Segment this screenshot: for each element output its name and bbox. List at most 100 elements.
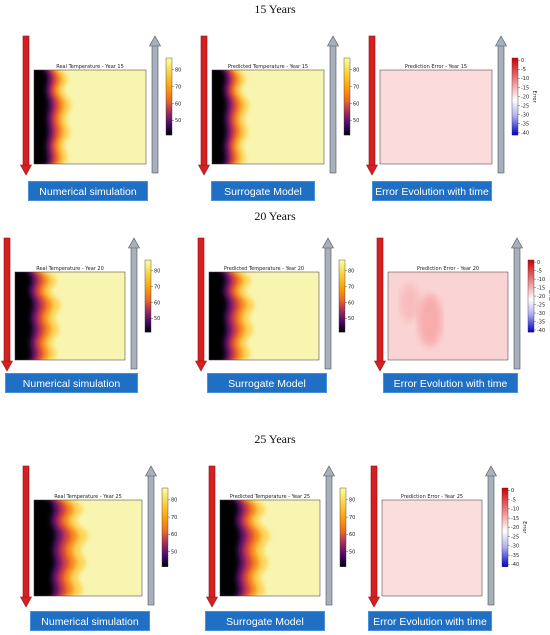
panel-caption: Error Evolution with time (368, 611, 492, 631)
colorbar-tick-label: -40 (511, 562, 519, 568)
panel-caption: Surrogate Model (207, 373, 327, 393)
colorbar-tick-label: -5 (521, 67, 526, 73)
production-arrow (322, 465, 336, 606)
panel-caption: Numerical simulation (28, 181, 148, 201)
colorbar-tick-label: -40 (521, 131, 529, 137)
production-arrow (321, 237, 335, 370)
panel-caption: Error Evolution with time (383, 373, 518, 393)
colorbar-tick-label: 70 (171, 515, 177, 521)
colorbar-tick-label: -40 (537, 328, 545, 334)
colorbar: 0 -5 -10 -15 -20 -25 -30 -35 -40 Error (511, 57, 537, 137)
colorbar-tick-label: 60 (349, 532, 355, 538)
colorbar-label: Error (531, 90, 537, 103)
colorbar-tick-label: 50 (154, 316, 160, 322)
heatmap-figure: Prediction Error - Year 15 0 -5 -10 -15 -20 -2… (365, 35, 537, 176)
error-field (387, 271, 509, 361)
colorbar-tick-label: 80 (353, 67, 359, 73)
colorbar-tick-label: -5 (511, 497, 516, 503)
colorbar-tick-label: -30 (537, 311, 545, 317)
error-panel: Prediction Error - Year 25 0 -5 -10 -15 -20 -2… (367, 465, 527, 608)
colorbar-tick-label: 60 (175, 101, 181, 107)
temperature-panel: Predicted Temperature - Year 25 80 70 60 50 (205, 465, 358, 608)
colorbar: 0 -5 -10 -15 -20 -25 -30 -35 -40 Error (501, 487, 527, 568)
injection-arrow (205, 465, 219, 608)
heatmap-figure: Predicted Temperature - Year 25 80 70 60 50 (205, 465, 355, 608)
colorbar-tick-label: 70 (349, 515, 355, 521)
colorbar-tick-label: -25 (521, 103, 529, 109)
production-arrow (484, 465, 498, 606)
temperature-field (208, 271, 320, 361)
temperature-field (14, 271, 126, 361)
colorbar-label: Error (521, 521, 527, 534)
panel-caption: Surrogate Model (205, 611, 325, 631)
colorbar-tick-label: 80 (348, 269, 354, 275)
injection-arrow (367, 465, 381, 608)
colorbar-tick-label: -15 (511, 516, 519, 522)
colorbar-tick-label: -20 (521, 94, 529, 100)
colorbar-tick-label: -10 (521, 76, 529, 82)
colorbar-tick-label: 50 (348, 316, 354, 322)
temperature-field (33, 499, 143, 597)
plot-title: Prediction Error - Year 25 (401, 494, 463, 500)
colorbar-tick-label: -25 (537, 302, 545, 308)
colorbar-tick-label: -35 (511, 553, 519, 559)
error-field (381, 499, 483, 597)
production-arrow (510, 237, 524, 370)
injection-arrow (373, 237, 387, 372)
colorbar-tick-label: 50 (349, 550, 355, 556)
temperature-panel: Real Temperature - Year 25 80 70 60 50 (19, 465, 180, 608)
heatmap-figure: Predicted Temperature - Year 15 80 70 60 50 (197, 35, 359, 176)
colorbar-tick-label: -20 (511, 525, 519, 531)
colorbar-tick-label: 60 (348, 300, 354, 306)
heatmap-figure: Real Temperature - Year 15 80 70 60 50 (19, 35, 181, 176)
heatmap-figure: Prediction Error - Year 25 0 -5 -10 -15 -20 -2… (367, 465, 527, 608)
heatmap-figure: Prediction Error - Year 20 0 -5 -10 -15 -20 -2… (373, 237, 550, 372)
production-arrow (127, 237, 141, 370)
colorbar-tick-label: 70 (175, 84, 181, 90)
injection-arrow (365, 35, 379, 176)
temperature-field (219, 499, 321, 597)
injection-arrow (19, 465, 33, 608)
colorbar: 80 70 60 50 (165, 57, 181, 136)
colorbar-tick-label: -30 (511, 544, 519, 550)
temperature-field (33, 69, 147, 165)
error-panel: Prediction Error - Year 20 0 -5 -10 -15 -20 -2… (373, 237, 550, 372)
temperature-panel: Real Temperature - Year 15 80 70 60 50 (19, 35, 184, 176)
injection-arrow (19, 35, 33, 176)
plot-title: Real Temperature - Year 15 (56, 64, 124, 70)
plot-title: Predicted Temperature - Year 15 (228, 64, 308, 70)
temperature-field (211, 69, 325, 165)
colorbar-tick-label: 50 (353, 118, 359, 124)
panel-caption: Numerical simulation (5, 373, 138, 393)
heatmap-figure: Predicted Temperature - Year 20 80 70 60 50 (194, 237, 354, 372)
production-arrow (494, 35, 508, 174)
colorbar-tick-label: 50 (171, 550, 177, 556)
row-title-25: 25 Years (254, 432, 296, 446)
colorbar-tick-label: -15 (537, 285, 545, 291)
colorbar-tick-label: -20 (537, 294, 545, 300)
colorbar-tick-label: -10 (537, 277, 545, 283)
panel-caption: Numerical simulation (30, 611, 150, 631)
heatmap-figure: Real Temperature - Year 20 80 70 60 50 (0, 237, 160, 372)
colorbar-tick-label: 50 (175, 118, 181, 124)
colorbar-tick-label: 60 (353, 101, 359, 107)
row-title-15: 15 Years (254, 2, 296, 16)
colorbar-tick-label: -10 (511, 507, 519, 513)
plot-title: Real Temperature - Year 20 (36, 266, 104, 272)
colorbar-tick-label: 80 (349, 498, 355, 504)
colorbar-tick-label: 70 (353, 84, 359, 90)
colorbar-tick-label: -15 (521, 85, 529, 91)
plot-title: Predicted Temperature - Year 25 (230, 494, 310, 500)
temperature-panel: Predicted Temperature - Year 20 80 70 60 50 (194, 237, 357, 372)
colorbar-tick-label: -5 (537, 268, 542, 274)
heatmap-figure: Real Temperature - Year 25 80 70 60 50 (19, 465, 177, 608)
panel-caption: Surrogate Model (211, 181, 315, 201)
colorbar-tick-label: 80 (154, 269, 160, 275)
plot-title: Real Temperature - Year 25 (54, 494, 122, 500)
colorbar: 80 70 60 50 (161, 487, 177, 567)
production-arrow (148, 35, 162, 174)
colorbar: 80 70 60 50 (144, 259, 160, 333)
colorbar-tick-label: 0 (521, 58, 524, 64)
colorbar: 80 70 60 50 (338, 259, 354, 333)
colorbar-tick-label: 60 (154, 300, 160, 306)
